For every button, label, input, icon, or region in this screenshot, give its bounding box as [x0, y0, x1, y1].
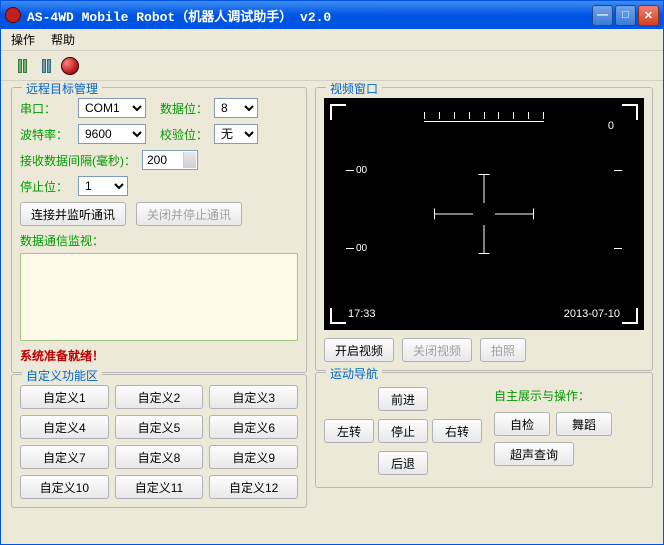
tick-label-1: 00 [356, 165, 367, 176]
monitor-label: 数据通信监视： [20, 232, 298, 249]
corner-bl-icon [330, 308, 346, 324]
minimize-button[interactable]: — [592, 5, 613, 26]
corner-br-icon [622, 308, 638, 324]
custom-btn-12[interactable]: 自定义12 [209, 475, 298, 499]
tick-icon [346, 170, 354, 171]
tick-icon [614, 170, 622, 171]
app-window: AS-4WD Mobile Robot（机器人调试助手） v2.0 — □ ✕ … [0, 0, 664, 545]
custom-btn-8[interactable]: 自定义8 [115, 445, 204, 469]
remote-target-group: 远程目标管理 串口： COM1 数据位： 8 波特率： 9600 校验位： 无 … [11, 87, 307, 373]
port-select[interactable]: COM1 [78, 98, 146, 118]
custom-func-group: 自定义功能区 自定义1 自定义2 自定义3 自定义4 自定义5 自定义6 自定义… [11, 374, 307, 508]
right-button[interactable]: 右转 [432, 419, 482, 443]
custom-btn-5[interactable]: 自定义5 [115, 415, 204, 439]
port-label: 串口： [20, 100, 72, 117]
stopbits-label: 停止位： [20, 178, 72, 195]
toolbar [1, 51, 663, 81]
snapshot-button[interactable]: 拍照 [480, 338, 526, 362]
video-panel: 0 00 00 17:33 2013-07-10 [324, 98, 644, 330]
titlebar: AS-4WD Mobile Robot（机器人调试助手） v2.0 — □ ✕ [1, 1, 663, 29]
tick-label-2: 00 [356, 243, 367, 254]
custom-btn-7[interactable]: 自定义7 [20, 445, 109, 469]
window-title: AS-4WD Mobile Robot（机器人调试助手） v2.0 [27, 6, 592, 25]
tick-icon [346, 248, 354, 249]
status-text: 系统准备就绪！ [20, 347, 298, 364]
databits-select[interactable]: 8 [214, 98, 258, 118]
custom-btn-6[interactable]: 自定义6 [209, 415, 298, 439]
custom-btn-3[interactable]: 自定义3 [209, 385, 298, 409]
disconnect-button[interactable]: 关闭并停止通讯 [136, 202, 242, 226]
video-group: 视频窗口 0 00 00 17:33 [315, 87, 653, 371]
toolbar-icon-2[interactable] [37, 57, 55, 75]
menubar: 操作 帮助 [1, 29, 663, 51]
crosshair-gap [473, 203, 495, 225]
content: 远程目标管理 串口： COM1 数据位： 8 波特率： 9600 校验位： 无 … [1, 81, 663, 544]
parity-select[interactable]: 无 [214, 124, 258, 144]
nav-title: 运动导航 [326, 365, 382, 382]
stopbits-select[interactable]: 1 [78, 176, 128, 196]
maximize-button[interactable]: □ [615, 5, 636, 26]
parity-label: 校验位： [160, 126, 208, 143]
corner-tr-icon [622, 104, 638, 120]
zero-label: 0 [608, 120, 614, 132]
interval-spinner[interactable]: 200 [142, 150, 198, 170]
custom-btn-11[interactable]: 自定义11 [115, 475, 204, 499]
remote-title: 远程目标管理 [22, 81, 102, 97]
nav-auto: 自主展示与操作： 自检 舞蹈 超声查询 [494, 387, 612, 479]
right-column: 视频窗口 0 00 00 17:33 [315, 87, 653, 544]
left-button[interactable]: 左转 [324, 419, 374, 443]
window-controls: — □ ✕ [592, 5, 659, 26]
start-video-button[interactable]: 开启视频 [324, 338, 394, 362]
databits-label: 数据位： [160, 100, 208, 117]
sonar-button[interactable]: 超声查询 [494, 442, 574, 466]
custom-btn-9[interactable]: 自定义9 [209, 445, 298, 469]
custom-btn-10[interactable]: 自定义10 [20, 475, 109, 499]
menu-help[interactable]: 帮助 [51, 31, 75, 48]
custom-title: 自定义功能区 [22, 367, 102, 384]
dance-button[interactable]: 舞蹈 [556, 412, 612, 436]
corner-tl-icon [330, 104, 346, 120]
custom-btn-1[interactable]: 自定义1 [20, 385, 109, 409]
custom-btn-4[interactable]: 自定义4 [20, 415, 109, 439]
interval-label: 接收数据间隔(毫秒)： [20, 152, 136, 169]
connect-button[interactable]: 连接并监听通讯 [20, 202, 126, 226]
stop-button[interactable]: 停止 [378, 419, 428, 443]
video-time: 17:33 [348, 308, 376, 320]
video-date: 2013-07-10 [564, 308, 620, 320]
ruler-icon [424, 112, 544, 122]
left-column: 远程目标管理 串口： COM1 数据位： 8 波特率： 9600 校验位： 无 … [11, 87, 307, 544]
forward-button[interactable]: 前进 [378, 387, 428, 411]
record-icon[interactable] [61, 57, 79, 75]
auto-title: 自主展示与操作： [494, 387, 612, 404]
baud-label: 波特率： [20, 126, 72, 143]
stop-video-button[interactable]: 关闭视频 [402, 338, 472, 362]
toolbar-icon-1[interactable] [13, 57, 31, 75]
menu-operate[interactable]: 操作 [11, 31, 35, 48]
app-icon [5, 7, 21, 23]
nav-dpad: 前进 左转 停止 右转 后退 [324, 387, 482, 479]
video-title: 视频窗口 [326, 81, 382, 97]
baud-select[interactable]: 9600 [78, 124, 146, 144]
back-button[interactable]: 后退 [378, 451, 428, 475]
nav-group: 运动导航 前进 左转 停止 右转 后退 自主展示与操作： [315, 372, 653, 488]
close-button[interactable]: ✕ [638, 5, 659, 26]
monitor-textarea[interactable] [20, 253, 298, 341]
tick-icon [614, 248, 622, 249]
custom-btn-2[interactable]: 自定义2 [115, 385, 204, 409]
selfcheck-button[interactable]: 自检 [494, 412, 550, 436]
